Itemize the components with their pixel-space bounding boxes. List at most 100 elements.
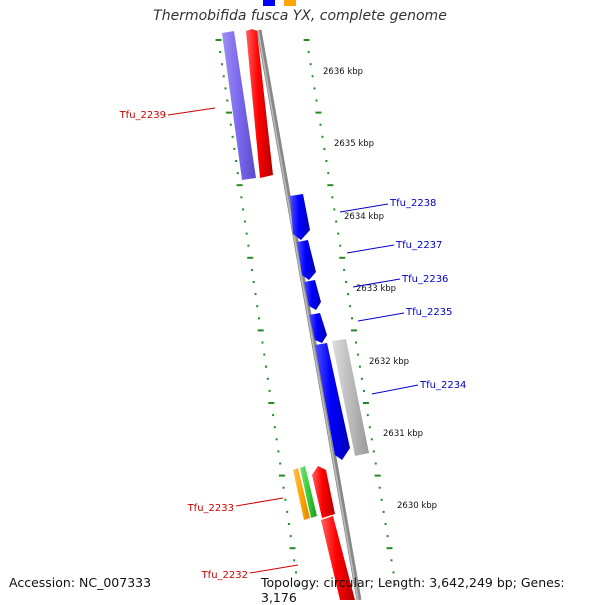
kbp-label-2633: 2633 kbp	[356, 284, 396, 294]
gene-tfu2233-orange	[293, 468, 310, 520]
left-ring-tick	[257, 329, 264, 332]
leader-tfu2235	[357, 312, 405, 322]
gene-tfu2238-arrow	[290, 194, 310, 240]
leader-tfu2232	[249, 564, 299, 574]
label-tfu2238[interactable]: Tfu_2238	[389, 198, 436, 209]
top-partial-blue	[263, 0, 275, 6]
leader-tfu2236	[352, 278, 401, 288]
right-ring-tick	[355, 341, 357, 344]
kbp-label-2632: 2632 kbp	[369, 357, 409, 367]
right-ring-tick	[313, 87, 316, 90]
violet-block-tfu2239	[222, 31, 256, 180]
left-ring-tick	[277, 450, 280, 453]
left-ring-tick	[236, 184, 243, 187]
right-ring-tick	[357, 353, 359, 356]
label-tfu2235[interactable]: Tfu_2235	[405, 307, 452, 318]
top-partial-orange	[284, 0, 296, 6]
left-ring-tick	[226, 99, 229, 102]
kbp-label-2631: 2631 kbp	[383, 429, 423, 439]
leader-tfu2239	[167, 107, 216, 116]
gene-tfu2237-arrow	[297, 240, 316, 280]
gene-tfu2233-green	[300, 466, 317, 518]
left-ring-tick	[278, 474, 285, 477]
left-ring-tick	[261, 341, 264, 344]
right-ring-tick	[386, 535, 389, 538]
right-ring-tick	[309, 63, 312, 66]
right-ring-tick	[372, 450, 375, 453]
right-ring-tick	[343, 268, 346, 271]
kbp-label-2630: 2630 kbp	[397, 501, 437, 511]
right-ring-tick	[333, 208, 336, 211]
left-ring-tick	[263, 353, 266, 356]
left-ring-tick	[226, 111, 232, 114]
left-ring-tick	[289, 547, 296, 550]
right-ring-tick	[370, 438, 373, 441]
left-ring-tick	[286, 510, 289, 513]
left-ring-tick	[247, 256, 254, 259]
label-tfu2239[interactable]: Tfu_2239	[119, 110, 166, 121]
left-ring-tick	[266, 377, 269, 380]
right-ring-tick	[360, 377, 363, 380]
right-tick-ring	[303, 39, 397, 586]
gene-tfu2232-arrow	[321, 516, 355, 600]
right-ring-tick	[392, 571, 395, 574]
left-ring-tick	[287, 523, 290, 525]
leader-tfu2233	[235, 497, 284, 507]
left-ring-tick	[279, 462, 282, 465]
accession-text: Accession: NC_007333	[9, 575, 152, 590]
gene-tfu2234-arrow	[315, 343, 350, 460]
right-ring-tick	[384, 523, 387, 525]
left-ring-tick	[254, 293, 257, 296]
right-ring-tick	[394, 583, 397, 586]
left-ring-tick	[293, 559, 296, 562]
right-ring-tick	[374, 474, 381, 477]
right-ring-tick	[382, 510, 385, 513]
left-ring-tick	[240, 196, 243, 199]
left-ring-tick	[222, 75, 225, 78]
left-ring-tick	[289, 535, 292, 538]
left-ring-tick	[236, 172, 239, 175]
left-ring-tick	[235, 160, 238, 162]
right-ring-tick	[325, 160, 328, 162]
right-ring-tick	[319, 123, 322, 126]
left-ring-tick	[247, 244, 250, 247]
right-ring-tick	[347, 293, 350, 296]
leader-tfu2237	[346, 244, 395, 254]
left-ring-tick	[273, 426, 276, 429]
right-ring-tick	[345, 281, 348, 283]
right-ring-tick	[315, 99, 318, 102]
genome-backbone	[256, 29, 362, 600]
left-ring-tick	[272, 414, 275, 417]
right-ring-tick	[380, 498, 383, 501]
right-ring-tick	[351, 317, 353, 320]
left-ring-tick	[224, 87, 227, 90]
gene-tfu2239-arrow	[246, 29, 273, 178]
label-tfu2236[interactable]: Tfu_2236	[401, 274, 448, 285]
right-ring-tick	[390, 559, 393, 562]
right-ring-tick	[386, 547, 393, 550]
right-ring-tick	[358, 365, 361, 368]
left-ring-tick	[221, 63, 223, 66]
label-tfu2232[interactable]: Tfu_2232	[201, 570, 248, 581]
right-ring-tick	[339, 244, 342, 247]
label-tfu2233[interactable]: Tfu_2233	[187, 503, 234, 514]
genome-summary-text: Topology: circular; Length: 3,642,249 bp…	[261, 575, 565, 605]
left-ring-tick	[243, 220, 246, 223]
label-tfu2237[interactable]: Tfu_2237	[395, 240, 442, 251]
label-tfu2234[interactable]: Tfu_2234	[419, 380, 466, 391]
gene-reverse-red-mid	[312, 466, 335, 518]
left-ring-tick	[252, 281, 255, 283]
left-ring-tick	[282, 486, 285, 489]
right-ring-tick	[331, 196, 334, 199]
left-ring-tick	[229, 123, 232, 126]
right-ring-tick	[349, 305, 352, 308]
leader-tfu2234	[371, 384, 419, 395]
left-ring-tick	[284, 498, 287, 501]
left-ring-tick	[268, 389, 271, 392]
right-ring-tick	[339, 256, 346, 259]
gene-tfu2235-arrow	[309, 313, 327, 343]
kbp-label-2634: 2634 kbp	[344, 212, 384, 222]
map-title: Thermobifida fusca YX, complete genome	[153, 8, 447, 24]
left-ring-tick	[268, 402, 275, 404]
left-ring-tick	[242, 208, 245, 211]
